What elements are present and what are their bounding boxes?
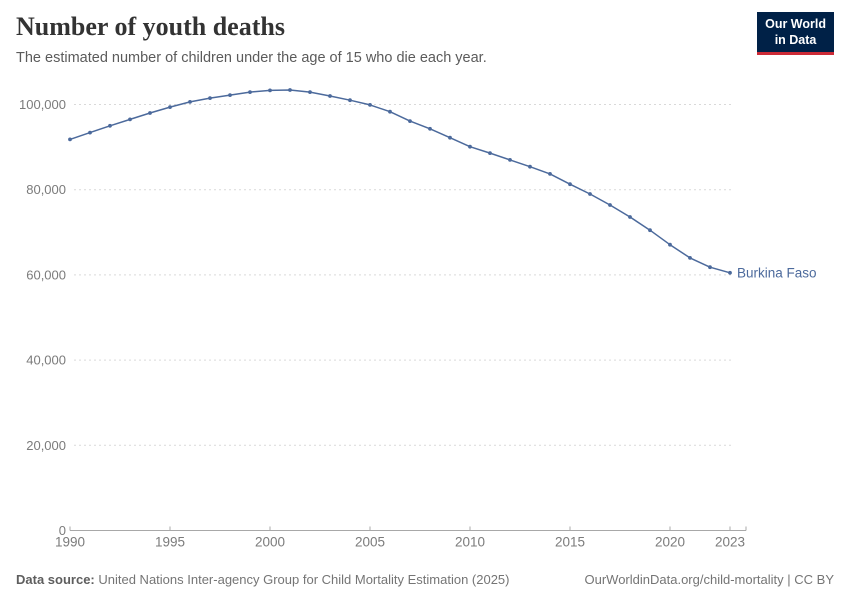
x-axis-tick-label: 2020: [655, 535, 685, 550]
data-point[interactable]: [468, 144, 472, 149]
owid-logo[interactable]: Our World in Data: [757, 12, 834, 56]
data-point[interactable]: [228, 93, 232, 97]
data-point[interactable]: [508, 158, 512, 162]
data-point[interactable]: [668, 242, 672, 247]
data-point[interactable]: [588, 192, 592, 196]
chart-header: Number of youth deaths The estimated num…: [16, 12, 730, 67]
data-point[interactable]: [488, 151, 492, 156]
y-axis-tick-label: 100,000: [19, 97, 66, 112]
y-axis-tick-label: 60,000: [26, 267, 66, 282]
data-point[interactable]: [168, 105, 172, 109]
data-point[interactable]: [108, 123, 112, 128]
data-point[interactable]: [248, 90, 252, 94]
data-point[interactable]: [128, 117, 132, 122]
data-point[interactable]: [328, 94, 332, 98]
data-point[interactable]: [448, 135, 452, 140]
data-point[interactable]: [728, 270, 732, 275]
data-point[interactable]: [388, 109, 392, 114]
x-axis-tick-label: 1990: [55, 535, 85, 550]
y-axis-tick-label: 20,000: [26, 438, 66, 453]
data-point[interactable]: [288, 88, 292, 92]
owid-url-link[interactable]: OurWorldinData.org/child-mortality | CC …: [584, 572, 835, 587]
data-point[interactable]: [688, 256, 692, 260]
x-axis-tick-label: 1995: [155, 535, 185, 550]
y-axis-tick-label: 80,000: [26, 182, 66, 197]
data-point[interactable]: [308, 90, 312, 94]
data-point[interactable]: [528, 164, 532, 169]
data-source-note: Data source: United Nations Inter-agency…: [16, 572, 510, 587]
chart-title: Number of youth deaths: [16, 12, 285, 41]
series-label-burkina-faso[interactable]: Burkina Faso: [737, 265, 817, 280]
data-point[interactable]: [548, 172, 552, 176]
y-axis-tick-label: 0: [59, 523, 66, 538]
y-axis-tick-label: 40,000: [26, 353, 66, 368]
data-point[interactable]: [708, 265, 712, 270]
chart-canvas: 0 20,000 40,000 60,000 80,000 100,000 1990 1995…: [19, 88, 817, 550]
data-point[interactable]: [648, 228, 652, 233]
chart-subtitle: The estimated number of children under t…: [16, 49, 487, 66]
data-point[interactable]: [268, 88, 272, 93]
x-axis-tick-label: 2010: [455, 535, 485, 550]
x-axis-tick-label: 2005: [355, 535, 385, 550]
owid-logo-line1: Our World: [765, 17, 826, 31]
data-point[interactable]: [428, 126, 432, 131]
data-point[interactable]: [568, 182, 572, 187]
data-point[interactable]: [148, 111, 152, 115]
chart-footer: Data source: United Nations Inter-agency…: [16, 572, 834, 587]
x-axis-tick-label: 2000: [255, 535, 285, 550]
data-point[interactable]: [608, 203, 612, 207]
data-point[interactable]: [628, 215, 632, 219]
owid-logo-line2: in Data: [774, 32, 817, 47]
line-burkina-faso[interactable]: [69, 89, 731, 274]
x-axis-tick-label: 2023: [715, 535, 745, 550]
data-source-text: United Nations Inter-agency Group for Ch…: [94, 572, 510, 587]
data-point[interactable]: [348, 98, 352, 103]
data-point[interactable]: [368, 103, 372, 107]
data-point[interactable]: [88, 130, 92, 135]
data-source-label: Data source:: [16, 572, 95, 587]
x-axis-tick-label: 2015: [555, 535, 585, 550]
data-point[interactable]: [408, 119, 412, 123]
data-point[interactable]: [188, 100, 192, 104]
data-point[interactable]: [68, 137, 72, 142]
data-point[interactable]: [208, 96, 212, 100]
